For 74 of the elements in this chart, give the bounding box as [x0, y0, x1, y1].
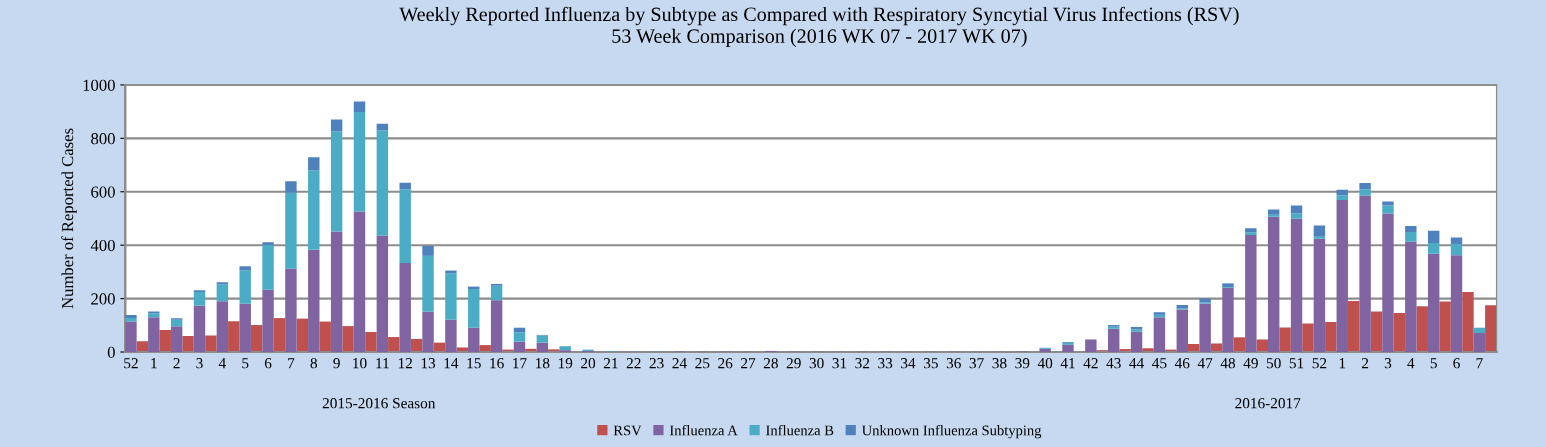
x-tick-label: 47 — [1197, 358, 1213, 369]
x-tick-label: 26 — [718, 358, 733, 369]
legend-label: Unknown Influenza Subtyping — [861, 424, 1042, 439]
x-tick-label: 36 — [946, 358, 961, 369]
legend-label: Influenza B — [766, 424, 834, 436]
x-tick-label: 18 — [536, 358, 550, 369]
x-tick-label: 9 — [333, 358, 340, 369]
x-tick-label: 6 — [264, 358, 272, 369]
x-tick-label: 25 — [695, 358, 710, 369]
y-tick-label: 800 — [91, 133, 115, 145]
y-axis-title: Number of Reported Cases — [61, 128, 77, 309]
x-tick-label: 3 — [196, 358, 203, 369]
x-tick-label: 46 — [1174, 358, 1190, 369]
x-tick-label: 14 — [444, 358, 459, 369]
x-tick-label: 43 — [1106, 358, 1121, 369]
x-tick-label: 38 — [992, 358, 1007, 369]
x-tick-label: 1 — [1339, 358, 1346, 369]
x-tick-label: 44 — [1129, 358, 1144, 369]
x-tick-label: 41 — [1060, 358, 1075, 369]
x-tick-label: 15 — [467, 358, 481, 369]
x-tick-label: 39 — [1015, 358, 1030, 369]
x-tick-label: 33 — [878, 358, 893, 369]
x-tick-label: 4 — [1407, 358, 1415, 369]
x-tick-label: 24 — [672, 358, 687, 369]
x-tick-label: 1 — [151, 358, 157, 369]
x-tick-label: 40 — [1037, 358, 1053, 369]
x-tick-label: 7 — [288, 358, 295, 369]
x-tick-label: 50 — [1266, 358, 1281, 369]
x-tick-label: 19 — [558, 358, 573, 369]
x-tick-label: 11 — [376, 358, 389, 369]
chart-title: Weekly Reported Influenza by Subtype as Compared with Respiratory Syncytial Virus Infections (RSV) 53 Week Comparison (2016 WK 07 - 2017 WK 07) — [399, 6, 1239, 47]
x-tick-label: 37 — [969, 358, 984, 369]
x-tick-label: 22 — [626, 358, 641, 369]
x-tick-label: 5 — [1430, 358, 1437, 369]
x-tick-label: 23 — [649, 358, 664, 369]
x-tick-label: 16 — [490, 358, 504, 369]
x-tick-label: 17 — [513, 358, 527, 369]
text: 2015-2016 Season — [322, 398, 436, 409]
x-tick-label: 52 — [1312, 358, 1327, 369]
x-tick-label: 8 — [310, 358, 318, 369]
x-tick-label: 32 — [855, 358, 870, 369]
x-tick-label: 3 — [1384, 358, 1392, 369]
x-tick-label: 49 — [1243, 358, 1258, 369]
x-tick-label: 10 — [353, 358, 367, 369]
x-tick-label: 42 — [1083, 358, 1098, 369]
x-tick-label: 5 — [242, 358, 249, 369]
x-tick-label: 4 — [218, 358, 226, 369]
x-tick-label: 45 — [1152, 358, 1167, 369]
x-tick-label: 30 — [809, 358, 824, 369]
x-tick-label: 13 — [421, 358, 436, 369]
x-tick-label: 6 — [1453, 358, 1460, 369]
x-tick-label: 51 — [1289, 358, 1304, 369]
x-tick-label: 27 — [741, 358, 756, 369]
x-tick-label: 21 — [603, 358, 618, 369]
y-tick-label: 600 — [91, 186, 115, 198]
x-tick-label: 52 — [124, 358, 138, 369]
y-tick-label: 0 — [107, 346, 115, 358]
x-tick-label: 34 — [901, 358, 916, 369]
x-tick-label: 12 — [398, 358, 412, 369]
x-tick-label: 2 — [173, 358, 180, 369]
legend-label: RSV — [613, 425, 642, 436]
x-tick-label: 2 — [1361, 358, 1369, 369]
x-tick-label: 7 — [1476, 358, 1483, 369]
y-tick-label: 1000 — [83, 79, 115, 91]
x-tick-label: 29 — [786, 358, 801, 369]
x-tick-label: 20 — [581, 358, 596, 369]
y-tick-label: 400 — [90, 239, 115, 252]
x-tick-label: 35 — [923, 358, 938, 369]
x-tick-label: 31 — [832, 358, 847, 369]
legend-label: Influenza A — [669, 424, 738, 436]
x-tick-label: 28 — [763, 358, 778, 369]
x-tick-label: 48 — [1220, 358, 1236, 369]
text: 2016-2017 — [1235, 398, 1301, 409]
y-tick-label: 200 — [91, 293, 115, 305]
